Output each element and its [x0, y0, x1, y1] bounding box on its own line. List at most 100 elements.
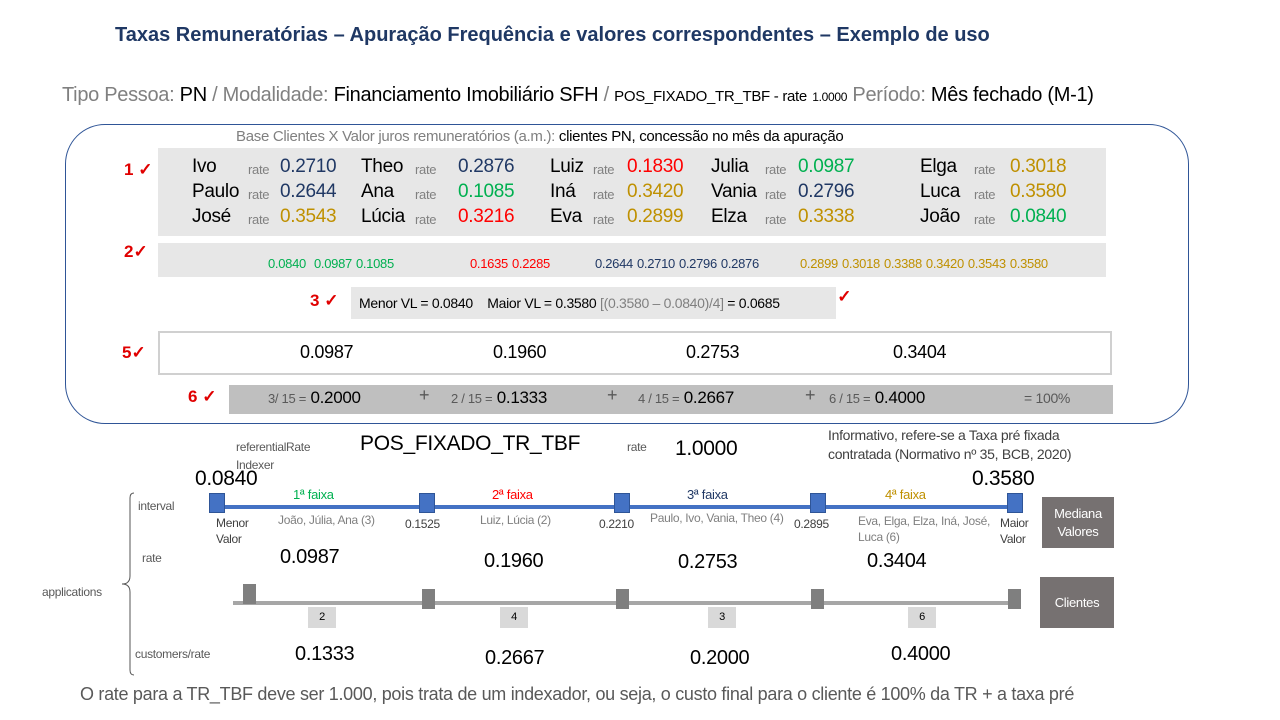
total: = 100%	[1024, 390, 1071, 406]
shares-box	[229, 385, 1113, 414]
client-name: Theo	[361, 156, 404, 177]
share-term: 2 / 15 = 0.1333	[451, 388, 547, 408]
fraction: 3/ 15 =	[268, 391, 307, 406]
median-value: 0.3404	[893, 342, 947, 362]
applications-label: applications	[42, 585, 102, 599]
range-calc: Menor VL = 0.0840 Maior VL = 0.3580 [(0.…	[351, 287, 836, 319]
brace-icon	[121, 492, 135, 676]
sorted-value: 0.0987	[313, 256, 352, 271]
rate-label: rate	[593, 187, 615, 202]
referential-label: referentialRate	[236, 440, 311, 454]
sorted-value: 0.3420	[925, 256, 964, 271]
sorted-value: 0.2644	[595, 256, 633, 271]
interval-marker	[419, 493, 435, 513]
fraction: 4 / 15 =	[638, 391, 680, 406]
share-value: 0.1333	[496, 388, 548, 407]
base-label: Base Clientes X Valor juros remuneratóri…	[236, 127, 916, 147]
faixa-label: 3ª faixa	[687, 487, 728, 502]
indexer: POS_FIXADO_TR_TBF - rate	[614, 88, 807, 105]
step-3: 3 ✓	[310, 291, 339, 310]
faixa-clients: João, Júlia, Ana (3)	[278, 513, 375, 527]
client-name: Elza	[711, 206, 747, 227]
slide-title: Taxas Remuneratórias – Apuração Frequênc…	[115, 24, 990, 46]
sorted-values-box	[158, 243, 1106, 277]
menor-valor-label: Menor Valor	[216, 516, 249, 546]
sorted-value: 0.2285	[511, 256, 550, 271]
client-marker	[243, 584, 256, 604]
break-value: 0.1525	[405, 517, 440, 531]
rate-label: rate	[974, 162, 996, 177]
check-icon: ✓	[133, 242, 148, 261]
faixa-label: 1ª faixa	[293, 487, 334, 502]
rate-label: rate	[627, 440, 647, 454]
rate-label: rate	[765, 212, 787, 227]
client-name: Elga	[920, 156, 957, 177]
rate-label: rate	[593, 162, 615, 177]
footer-note: O rate para a TR_TBF deve ser 1.000, poi…	[80, 684, 1075, 704]
separator: /	[603, 84, 610, 106]
sorted-value: 0.0840	[268, 256, 306, 271]
client-rate: 0.3338	[798, 206, 855, 227]
sorted-value: 0.2876	[720, 256, 759, 271]
faixa-clients: Luiz, Lúcia (2)	[480, 513, 551, 527]
sorted-group: 0.2899 0.3018 0.3388 0.3420 0.3543 0.3580	[800, 256, 1052, 271]
modalidade-value: Financiamento Imobiliário SFH	[333, 84, 599, 106]
client-count: 3	[708, 607, 736, 628]
step-1: 1 ✓	[124, 160, 153, 179]
indexer-value: POS_FIXADO_TR_TBF	[360, 432, 581, 455]
rate-label: rate	[415, 212, 437, 227]
clients-box	[158, 148, 1106, 236]
client-rate: 0.3420	[627, 181, 684, 202]
client-rate: 0.2644	[280, 181, 337, 202]
share-term: 6 / 15 = 0.4000	[829, 388, 925, 408]
sorted-value: 0.1085	[355, 256, 394, 271]
sorted-value: 0.3388	[883, 256, 922, 271]
check-icon: ✓	[324, 291, 339, 310]
break-value: 0.2210	[599, 517, 634, 531]
sorted-group: 0.2644 0.2710 0.2796 0.2876	[595, 256, 763, 271]
interval-label: interval	[138, 499, 175, 513]
menor-vl: Menor VL = 0.0840	[359, 295, 473, 311]
medians-box	[158, 331, 1112, 375]
header-line: Tipo Pessoa: PN / Modalidade: Financiame…	[62, 84, 1094, 107]
client-name: Luca	[920, 181, 961, 202]
check-icon: ✓	[131, 343, 146, 362]
interval-marker	[614, 493, 630, 513]
sorted-group: 0.1635 0.2285	[470, 256, 554, 271]
rate-label: rate	[974, 187, 996, 202]
periodo-label: Período:	[852, 84, 926, 106]
client-rate: 0.0987	[798, 156, 855, 177]
client-rate: 0.3543	[280, 206, 337, 227]
client-name: Lúcia	[361, 206, 405, 227]
break-value: 0.2895	[794, 517, 829, 531]
client-count: 4	[500, 607, 528, 628]
rate-label: rate	[415, 162, 437, 177]
rate-value: 1.0000	[675, 437, 738, 460]
rate-label: rate	[974, 212, 996, 227]
rate-label: rate	[765, 162, 787, 177]
sorted-value: 0.1635	[470, 256, 508, 271]
client-rate: 0.1830	[627, 156, 684, 177]
median-value: 0.0987	[300, 342, 354, 362]
plus-sign: +	[805, 385, 816, 405]
info-note: Informativo, refere-se a Taxa pré fixada…	[828, 427, 1072, 462]
customers-label: customers/rate	[135, 647, 211, 661]
faixa-label: 4ª faixa	[885, 487, 926, 502]
faixa-rate: 0.0987	[280, 546, 340, 568]
median-value: 0.1960	[493, 342, 547, 362]
faixa-rate: 0.2753	[678, 551, 738, 573]
client-name: Ivo	[192, 156, 217, 177]
periodo-value: Mês fechado (M-1)	[930, 84, 1094, 106]
min-value: 0.0840	[195, 467, 258, 490]
sorted-value: 0.3543	[967, 256, 1006, 271]
client-name: Luiz	[550, 156, 584, 177]
formula: [(0.3580 – 0.0840)/4]	[600, 295, 724, 311]
sorted-group: 0.0840 0.0987 0.1085	[268, 256, 398, 271]
client-name: Ana	[361, 181, 394, 202]
client-name: Vania	[711, 181, 757, 202]
check-icon: ✓	[202, 387, 217, 406]
rate-label: rate	[765, 187, 787, 202]
client-marker	[811, 589, 824, 609]
rate-label: rate	[248, 212, 270, 227]
share-value: 0.2000	[310, 388, 361, 407]
